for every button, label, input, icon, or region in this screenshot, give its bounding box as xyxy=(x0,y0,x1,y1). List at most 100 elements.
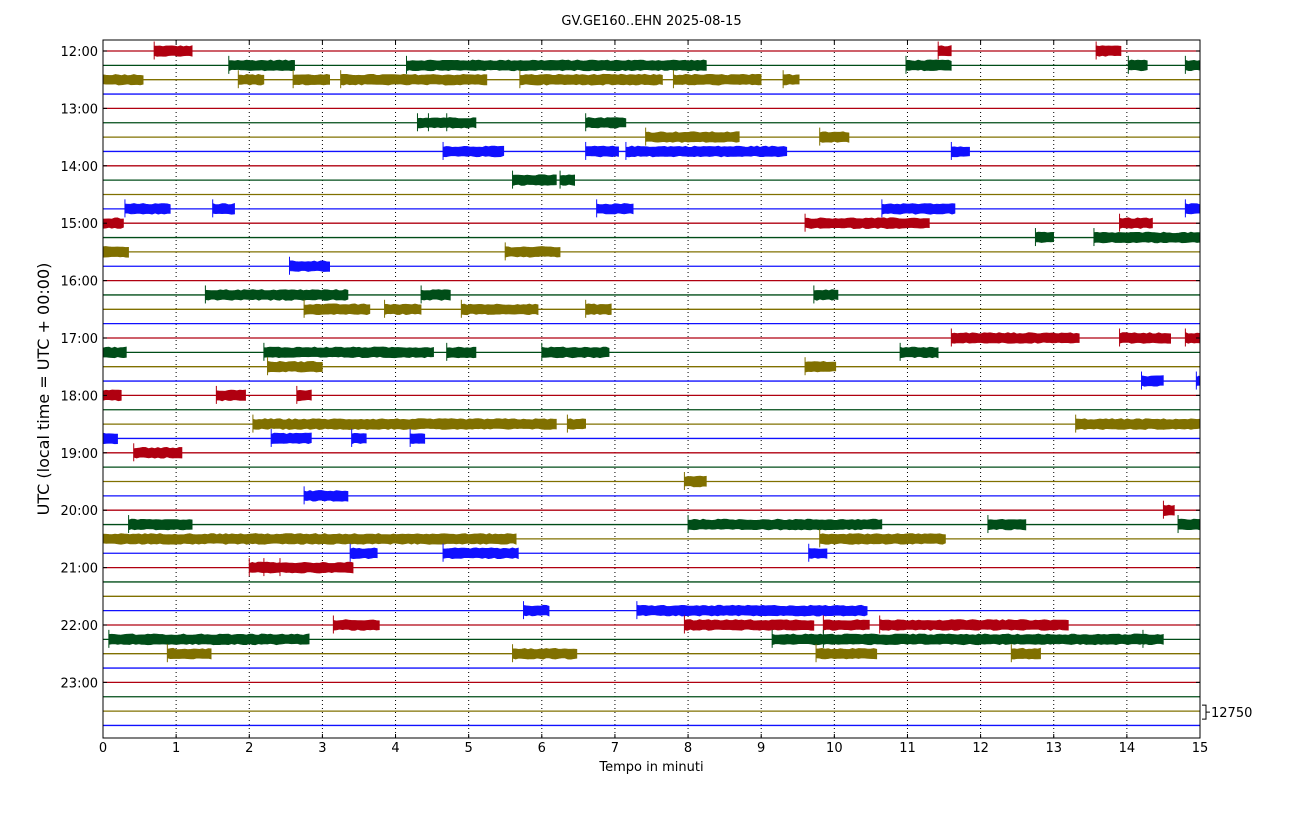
burst xyxy=(108,633,310,646)
trace-1515 xyxy=(103,228,1201,247)
trace-2030 xyxy=(102,529,1200,548)
trace-1900 xyxy=(103,443,1200,462)
y-tick-label: 17:00 xyxy=(61,332,98,347)
burst xyxy=(813,289,839,301)
scale-label: 12750 xyxy=(1211,706,1252,721)
x-tick-label: 14 xyxy=(1119,741,1136,756)
trace-1330 xyxy=(103,127,1200,146)
burst xyxy=(340,73,488,86)
burst xyxy=(905,59,952,72)
burst xyxy=(879,619,1069,631)
burst xyxy=(1128,59,1148,72)
burst xyxy=(252,418,557,430)
trace-1215 xyxy=(103,55,1201,74)
chart-title: GV.GE160..EHN 2025-08-15 xyxy=(561,14,741,29)
burst xyxy=(461,303,539,316)
burst xyxy=(808,548,828,559)
burst xyxy=(1093,231,1201,244)
burst xyxy=(1141,375,1164,387)
burst xyxy=(128,518,193,531)
trace-2015 xyxy=(103,515,1201,534)
y-tick-label: 19:00 xyxy=(61,447,98,462)
axes-layer: 0 1 2 3 4 5 6 7 8 9 10 11 12 13 14 1512:0013:0014:0015:… xyxy=(61,40,1209,756)
burst xyxy=(263,346,434,359)
burst xyxy=(351,432,367,445)
burst xyxy=(102,432,118,445)
trace-1530 xyxy=(102,242,1200,261)
burst xyxy=(102,389,122,402)
grid-layer xyxy=(175,40,1128,738)
y-tick-label: 15:00 xyxy=(61,217,98,232)
burst xyxy=(446,346,477,359)
burst xyxy=(303,303,371,316)
burst xyxy=(263,561,281,574)
burst xyxy=(1075,418,1201,430)
burst xyxy=(289,260,330,272)
burst xyxy=(417,117,429,129)
burst xyxy=(815,647,878,660)
x-tick-label: 1 xyxy=(172,741,180,756)
burst xyxy=(1185,203,1201,215)
burst xyxy=(804,360,837,373)
burst xyxy=(819,533,946,545)
burst xyxy=(153,45,193,57)
trace-2145 xyxy=(103,601,1200,620)
trace-2000 xyxy=(103,500,1200,519)
burst xyxy=(881,203,956,215)
y-tick-label: 20:00 xyxy=(61,504,98,519)
trace-1715 xyxy=(102,342,1200,361)
burst xyxy=(228,59,295,72)
x-tick-label: 0 xyxy=(99,741,107,756)
burst xyxy=(1035,231,1054,243)
trace-1415 xyxy=(103,170,1200,189)
burst xyxy=(804,217,930,230)
y-tick-label: 16:00 xyxy=(61,275,98,290)
y-tick-label: 23:00 xyxy=(61,676,98,691)
y-tick-label: 14:00 xyxy=(61,160,98,175)
x-tick-label: 3 xyxy=(318,741,326,756)
trace-1500 xyxy=(102,213,1200,232)
trace-1700 xyxy=(103,328,1201,347)
burst xyxy=(442,145,505,158)
trace-1830 xyxy=(103,414,1201,433)
burst xyxy=(987,518,1027,531)
trace-1745 xyxy=(103,371,1201,390)
traces-layer xyxy=(102,41,1201,727)
burst xyxy=(249,561,265,574)
burst xyxy=(1163,504,1175,517)
trace-1345 xyxy=(103,141,1200,160)
x-tick-label: 9 xyxy=(757,741,765,756)
burst xyxy=(585,303,612,316)
trace-1800 xyxy=(102,385,1200,404)
burst xyxy=(349,547,378,560)
burst xyxy=(1011,647,1041,660)
x-tick-label: 15 xyxy=(1192,741,1209,756)
burst xyxy=(279,561,354,574)
burst xyxy=(205,289,349,301)
burst xyxy=(823,633,1144,646)
burst xyxy=(673,73,762,86)
burst xyxy=(292,73,330,86)
x-tick-label: 12 xyxy=(972,741,989,756)
burst xyxy=(645,131,740,143)
burst xyxy=(428,117,447,129)
burst xyxy=(303,490,349,502)
burst xyxy=(102,217,124,229)
burst xyxy=(167,647,212,660)
trace-1845 xyxy=(102,428,1200,447)
burst xyxy=(951,146,970,158)
scale-bar: 12750 xyxy=(1202,704,1252,721)
trace-1630 xyxy=(103,299,1200,318)
y-tick-label: 21:00 xyxy=(61,562,98,577)
trace-1230 xyxy=(102,70,1200,89)
burst xyxy=(333,619,380,631)
burst xyxy=(1196,375,1201,387)
burst xyxy=(823,619,870,631)
burst xyxy=(519,73,663,86)
burst xyxy=(541,346,610,359)
burst xyxy=(442,547,519,560)
x-tick-label: 10 xyxy=(826,741,843,756)
burst xyxy=(124,203,171,215)
burst xyxy=(684,619,815,631)
burst xyxy=(446,117,477,129)
